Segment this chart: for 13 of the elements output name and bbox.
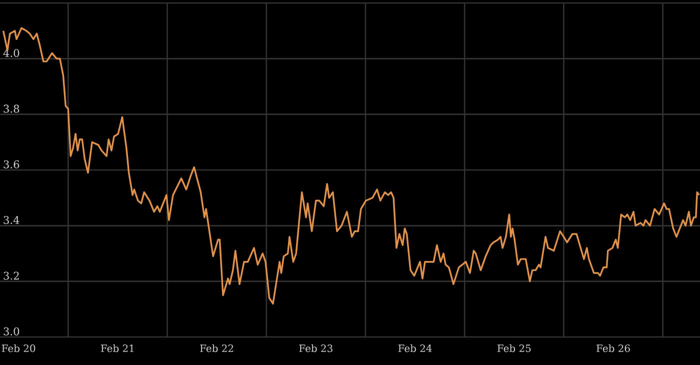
x-tick-label: Feb 22 [200,344,234,352]
y-tick-label: 3.2 [4,272,19,280]
y-tick-label: 3.6 [4,160,20,168]
y-tick-label: 3.8 [4,104,20,113]
y-tick-label: 4.0 [3,49,20,58]
x-tick-label: Feb 24 [398,344,432,352]
y-tick-label: 3.0 [4,327,20,336]
x-tick-label: Feb 25 [497,344,531,352]
x-tick-label: Feb 26 [596,344,630,352]
x-tick-label: Feb 20 [2,344,36,352]
x-tick-label: Feb 23 [299,344,332,352]
y-tick-label: 3.4 [4,216,20,224]
x-tick-label: Feb 21 [101,344,134,352]
